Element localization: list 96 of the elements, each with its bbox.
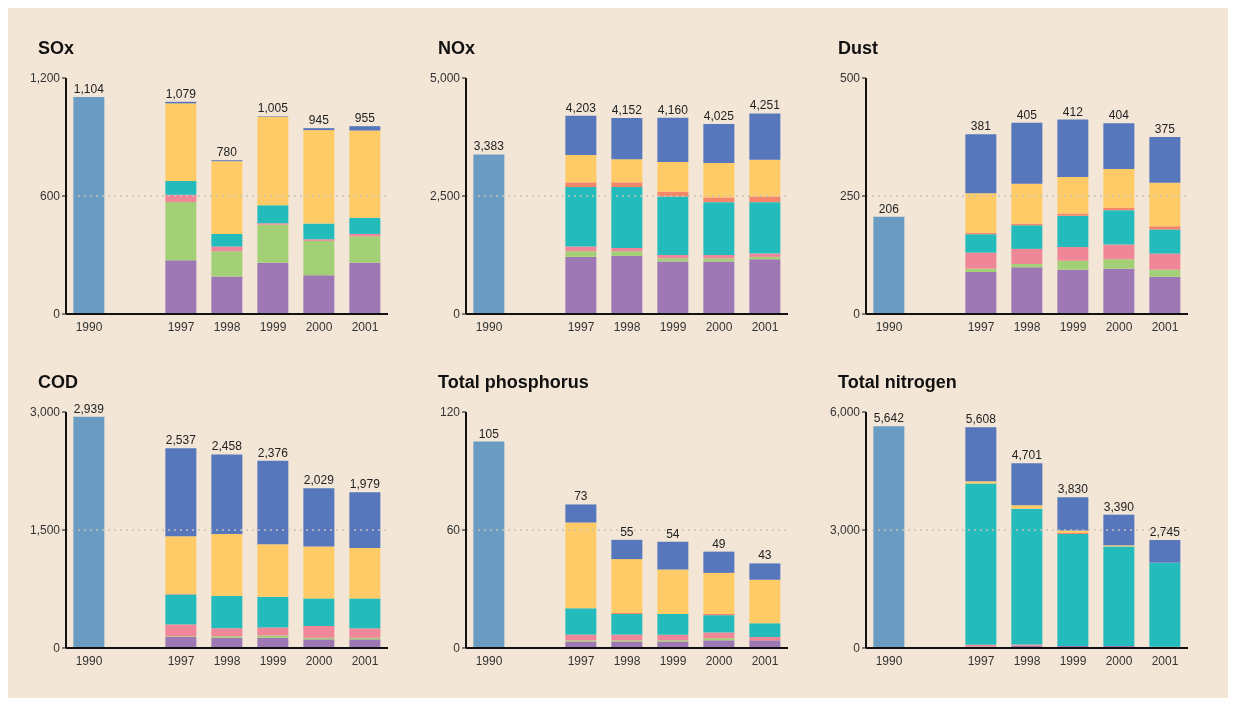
total-label: 945 bbox=[308, 113, 330, 128]
total-label: 412 bbox=[1062, 104, 1084, 119]
y-tick-label: 250 bbox=[839, 189, 861, 204]
y-tick-label: 6,000 bbox=[829, 405, 861, 420]
x-tick-label: 2001 bbox=[751, 653, 779, 668]
x-tick-label: 1998 bbox=[1013, 319, 1041, 334]
y-tick-label: 0 bbox=[853, 307, 861, 322]
total-label: 43 bbox=[758, 548, 772, 563]
x-tick-label: 1999 bbox=[259, 653, 287, 668]
x-tick-label: 2000 bbox=[1105, 319, 1133, 334]
total-label: 381 bbox=[970, 119, 992, 134]
chart-title: COD bbox=[38, 371, 79, 394]
total-label: 73 bbox=[574, 489, 588, 504]
chart-title: NOx bbox=[438, 37, 476, 60]
y-tick-label: 500 bbox=[839, 71, 861, 86]
x-tick-label: 1997 bbox=[167, 319, 195, 334]
x-tick-label: 1998 bbox=[613, 653, 641, 668]
x-tick-label: 1999 bbox=[1059, 319, 1087, 334]
x-tick-label: 2001 bbox=[751, 319, 779, 334]
total-label: 54 bbox=[666, 526, 680, 541]
x-tick-label: 1998 bbox=[213, 653, 241, 668]
total-label: 2,458 bbox=[211, 439, 243, 454]
x-tick-label: 2000 bbox=[705, 653, 733, 668]
y-tick-label: 3,000 bbox=[29, 405, 61, 420]
x-tick-label: 2001 bbox=[351, 319, 379, 334]
y-tick-label: 3,000 bbox=[829, 523, 861, 538]
y-tick-label: 5,000 bbox=[429, 71, 461, 86]
x-tick-label: 1997 bbox=[967, 653, 995, 668]
x-tick-label: 1990 bbox=[75, 319, 103, 334]
x-tick-label: 1998 bbox=[213, 319, 241, 334]
total-label: 5,608 bbox=[965, 412, 997, 427]
total-label: 206 bbox=[878, 201, 900, 216]
total-label: 1,005 bbox=[257, 101, 289, 116]
x-tick-label: 1990 bbox=[475, 319, 503, 334]
chart-title: Dust bbox=[838, 37, 879, 60]
x-tick-label: 1999 bbox=[659, 653, 687, 668]
x-tick-label: 1990 bbox=[475, 653, 503, 668]
total-label: 405 bbox=[1016, 107, 1038, 122]
x-tick-label: 1990 bbox=[875, 653, 903, 668]
total-label: 1,079 bbox=[165, 86, 197, 101]
chart-title: SOx bbox=[38, 37, 76, 60]
total-label: 5,642 bbox=[873, 411, 905, 426]
x-tick-label: 2000 bbox=[305, 319, 333, 334]
x-tick-label: 1999 bbox=[1059, 653, 1087, 668]
total-label: 2,745 bbox=[1149, 525, 1181, 540]
y-tick-label: 0 bbox=[53, 307, 61, 322]
x-tick-label: 1999 bbox=[259, 319, 287, 334]
total-label: 375 bbox=[1154, 122, 1176, 136]
total-label: 3,390 bbox=[1103, 499, 1135, 514]
x-tick-label: 1997 bbox=[167, 653, 195, 668]
total-label: 955 bbox=[354, 111, 376, 126]
total-label: 1,979 bbox=[349, 477, 381, 492]
x-tick-label: 1999 bbox=[659, 319, 687, 334]
y-tick-label: 1,200 bbox=[29, 71, 61, 86]
total-label: 3,383 bbox=[473, 139, 505, 154]
total-label: 2,537 bbox=[165, 433, 197, 448]
chart-title: Total phosphorus bbox=[438, 371, 590, 394]
y-tick-label: 2,500 bbox=[429, 189, 461, 204]
total-label: 55 bbox=[620, 524, 634, 539]
y-tick-label: 0 bbox=[453, 641, 461, 656]
total-label: 2,029 bbox=[303, 473, 335, 488]
total-label: 4,701 bbox=[1011, 448, 1043, 463]
x-tick-label: 1990 bbox=[875, 319, 903, 334]
total-label: 4,025 bbox=[703, 109, 735, 124]
total-label: 4,203 bbox=[565, 100, 597, 115]
total-label: 404 bbox=[1108, 108, 1130, 123]
y-tick-label: 1,500 bbox=[29, 523, 61, 538]
total-label: 105 bbox=[478, 426, 500, 441]
total-label: 2,939 bbox=[73, 401, 105, 416]
x-tick-label: 2000 bbox=[1105, 653, 1133, 668]
chart-title: Total nitrogen bbox=[838, 371, 958, 394]
x-tick-label: 1998 bbox=[613, 319, 641, 334]
x-tick-label: 2001 bbox=[1151, 653, 1179, 668]
y-tick-label: 600 bbox=[39, 189, 61, 204]
total-label: 780 bbox=[216, 145, 238, 160]
y-tick-label: 0 bbox=[53, 641, 61, 656]
total-label: 4,251 bbox=[749, 98, 781, 113]
x-tick-label: 1997 bbox=[567, 319, 595, 334]
x-tick-label: 1998 bbox=[1013, 653, 1041, 668]
y-tick-label: 0 bbox=[853, 641, 861, 656]
y-tick-label: 0 bbox=[453, 307, 461, 322]
y-tick-label: 60 bbox=[446, 523, 461, 538]
total-label: 3,830 bbox=[1057, 482, 1089, 497]
total-label: 49 bbox=[712, 536, 726, 551]
total-label: 2,376 bbox=[257, 445, 289, 460]
x-tick-label: 1990 bbox=[75, 653, 103, 668]
total-label: 4,160 bbox=[657, 102, 689, 117]
total-label: 4,152 bbox=[611, 103, 643, 118]
x-tick-label: 2001 bbox=[1151, 319, 1179, 334]
x-tick-label: 2000 bbox=[705, 319, 733, 334]
x-tick-label: 2000 bbox=[305, 653, 333, 668]
x-tick-label: 2001 bbox=[351, 653, 379, 668]
x-tick-label: 1997 bbox=[967, 319, 995, 334]
total-label: 1,104 bbox=[73, 81, 105, 96]
x-tick-label: 1997 bbox=[567, 653, 595, 668]
y-tick-label: 120 bbox=[439, 405, 461, 420]
